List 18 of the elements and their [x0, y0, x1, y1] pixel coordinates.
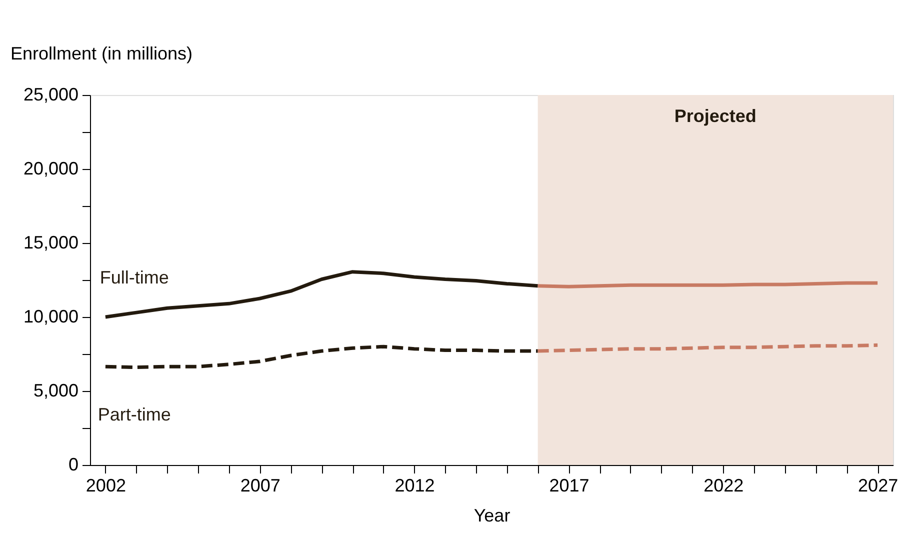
x-tick-label: 2007 — [240, 476, 280, 496]
y-tick-label: 0 — [68, 454, 78, 474]
text: Part-time — [98, 404, 171, 424]
x-tick-label: 2027 — [858, 476, 898, 496]
series-label: Full-time — [100, 268, 169, 288]
y-tick-label: 25,000 — [23, 84, 78, 104]
x-axis-title: Year — [474, 506, 510, 526]
line-series — [104, 344, 540, 370]
x-tick-label: 2012 — [394, 476, 435, 496]
x-tick-label: 2002 — [86, 476, 126, 496]
y-tick-label: 20,000 — [23, 158, 78, 178]
y-axis-title: Enrollment (in millions) — [10, 44, 193, 64]
y-tick-label: 10,000 — [23, 306, 78, 326]
x-tick-label: 2017 — [549, 476, 590, 496]
y-tick-label: 15,000 — [23, 232, 78, 252]
y-tick-label: 5,000 — [33, 380, 78, 400]
band-label: Projected — [674, 106, 756, 126]
x-tick-label: 2022 — [704, 476, 744, 496]
